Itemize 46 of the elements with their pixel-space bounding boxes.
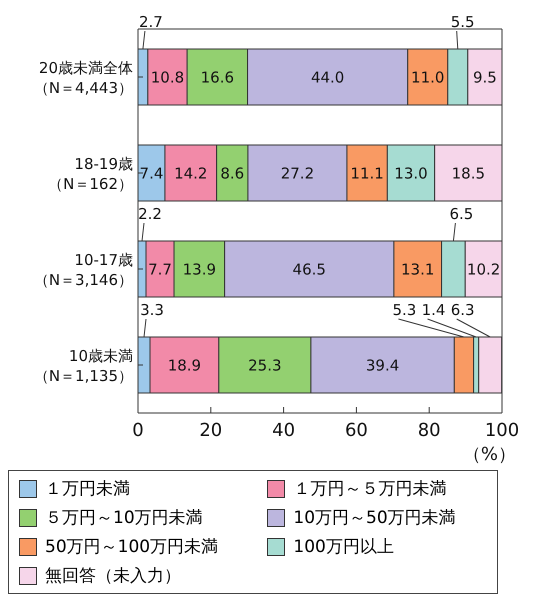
data-label: 10.8 xyxy=(150,68,184,86)
y-tick-label: 20歳未満全体（N＝4,443） xyxy=(34,59,133,97)
x-axis-title: （%） xyxy=(462,444,516,465)
data-label: 27.2 xyxy=(280,164,314,182)
data-label: 6.5 xyxy=(449,205,474,223)
data-label: 2.2 xyxy=(138,205,162,223)
data-label: 13.9 xyxy=(182,260,216,278)
legend-label: ５万円～10万円未満 xyxy=(45,507,203,529)
data-label: 7.7 xyxy=(148,260,172,278)
data-label: 25.3 xyxy=(248,356,282,374)
legend-label: １万円未満 xyxy=(45,478,130,500)
data-label: 13.1 xyxy=(401,260,434,278)
data-label: 5.5 xyxy=(450,13,475,31)
legend-label: 50万円～100万円未満 xyxy=(45,536,218,558)
legend-label: 100万円以上 xyxy=(293,536,394,558)
data-label: 13.0 xyxy=(394,164,428,182)
y-tick-label: 18-19歳（N＝162） xyxy=(48,155,133,193)
data-label: 44.0 xyxy=(310,68,344,86)
data-label: 18.5 xyxy=(452,164,486,182)
data-label: 16.6 xyxy=(200,68,234,86)
legend-label: 10万円～50万円未満 xyxy=(293,507,456,529)
data-label: 18.9 xyxy=(168,356,202,374)
x-tick-label: 60 xyxy=(344,420,368,441)
data-label: 5.3 xyxy=(392,301,416,319)
data-label: 14.2 xyxy=(174,164,208,182)
data-label: 11.0 xyxy=(411,68,444,86)
data-label: 46.5 xyxy=(292,260,326,278)
x-tick-label: 20 xyxy=(199,420,222,441)
x-tick-label: 100 xyxy=(484,420,520,441)
y-tick-label: 10歳未満（N＝1,135） xyxy=(34,347,133,385)
x-tick-label: 0 xyxy=(132,420,144,441)
data-label: 3.3 xyxy=(140,301,164,319)
y-tick-label: 10-17歳（N＝3,146） xyxy=(34,251,133,289)
data-label: 11.1 xyxy=(350,164,384,182)
data-label: 8.6 xyxy=(220,164,244,182)
data-label: 6.3 xyxy=(450,301,475,319)
x-tick-label: 40 xyxy=(272,420,296,441)
data-label: 9.5 xyxy=(472,68,497,86)
data-label: 10.2 xyxy=(466,260,500,278)
data-label: 39.4 xyxy=(366,356,400,374)
x-tick-label: 80 xyxy=(418,420,441,441)
legend-label: 無回答（未入力） xyxy=(45,565,181,587)
data-label: 2.7 xyxy=(138,13,163,31)
data-label: 1.4 xyxy=(422,301,446,319)
data-label: 7.4 xyxy=(140,164,164,182)
legend-label: １万円～５万円未満 xyxy=(293,478,446,500)
